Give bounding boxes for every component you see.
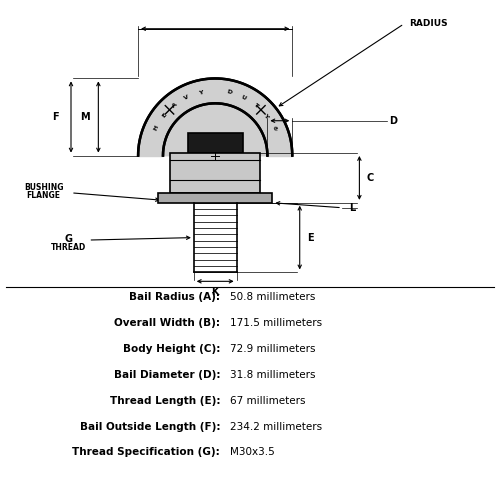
Text: H: H: [153, 125, 160, 132]
Text: ®: ®: [270, 124, 278, 132]
Text: L: L: [350, 202, 356, 212]
Text: 67 millimeters: 67 millimeters: [230, 396, 306, 406]
Text: G: G: [64, 234, 72, 243]
Text: Bail Outside Length (F):: Bail Outside Length (F):: [80, 422, 220, 432]
Polygon shape: [188, 133, 242, 153]
Text: E: E: [307, 232, 314, 242]
Text: M: M: [80, 112, 90, 122]
Text: 72.9 millimeters: 72.9 millimeters: [230, 344, 316, 354]
Text: V: V: [184, 94, 190, 100]
Text: D: D: [226, 90, 233, 96]
Polygon shape: [138, 78, 292, 156]
Polygon shape: [158, 193, 272, 203]
Text: Thread Specification (G):: Thread Specification (G):: [72, 448, 220, 458]
Polygon shape: [138, 78, 292, 156]
Text: BUSHING: BUSHING: [24, 184, 64, 192]
Text: 31.8 millimeters: 31.8 millimeters: [230, 370, 316, 380]
Text: C: C: [367, 173, 374, 183]
Text: THREAD: THREAD: [51, 243, 86, 252]
Text: M30x3.5: M30x3.5: [230, 448, 275, 458]
Text: A: A: [171, 102, 178, 109]
Text: Overall Width (B):: Overall Width (B):: [114, 318, 220, 328]
Text: 50.8 millimeters: 50.8 millimeters: [230, 292, 316, 302]
Text: E: E: [161, 112, 168, 119]
Text: K: K: [212, 288, 219, 298]
Text: Bail Radius (A):: Bail Radius (A):: [129, 292, 220, 302]
Text: 171.5 millimeters: 171.5 millimeters: [230, 318, 322, 328]
Text: U: U: [240, 94, 247, 101]
Text: RADIUS: RADIUS: [409, 20, 448, 28]
Text: Bail Diameter (D):: Bail Diameter (D):: [114, 370, 220, 380]
Text: Y: Y: [198, 90, 203, 96]
Text: Thread Length (E):: Thread Length (E):: [110, 396, 220, 406]
Text: Body Height (C):: Body Height (C):: [123, 344, 220, 354]
Text: Y: Y: [263, 112, 270, 119]
Text: D: D: [389, 116, 397, 126]
Text: FLANGE: FLANGE: [26, 191, 60, 200]
Text: 234.2 millimeters: 234.2 millimeters: [230, 422, 322, 432]
Text: T: T: [252, 102, 259, 108]
Polygon shape: [170, 153, 260, 193]
Text: F: F: [52, 112, 59, 122]
